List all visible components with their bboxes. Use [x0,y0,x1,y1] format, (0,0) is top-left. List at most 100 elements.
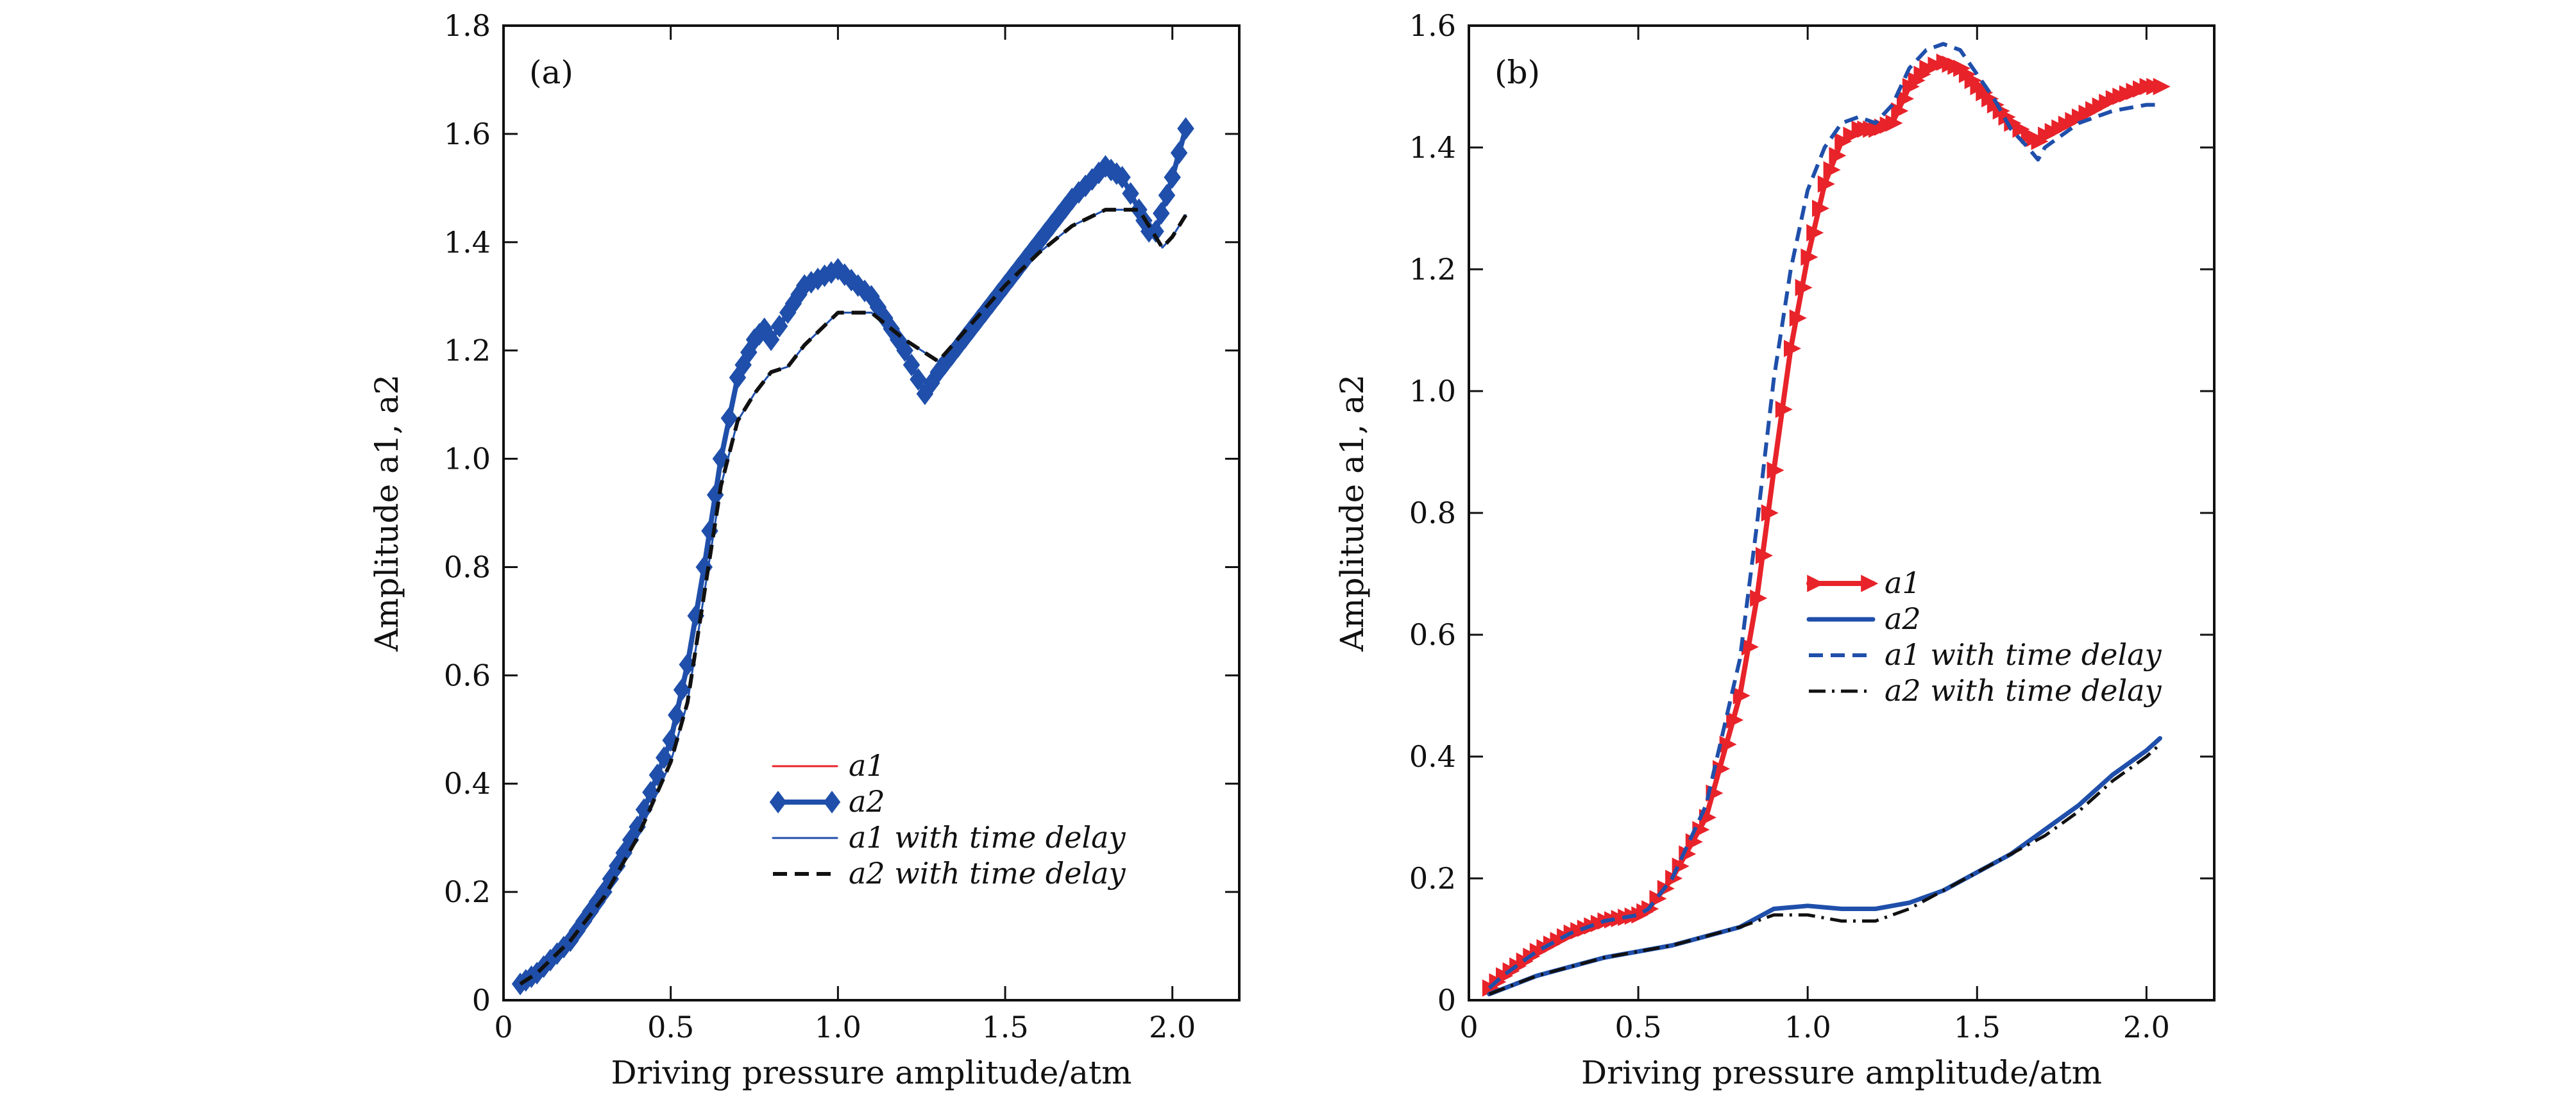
x-tick-label: 2.0 [1149,1010,1196,1044]
legend-label: a1 [849,748,885,783]
data-point-marker [762,328,780,351]
data-point-marker [1811,199,1830,217]
data-point-marker [1750,589,1768,607]
data-point-marker [1829,147,1847,165]
x-tick-label: 1.0 [815,1010,861,1044]
data-point-marker [1885,114,1903,132]
y-tick-label: 0 [1437,983,1456,1018]
data-point-marker [2012,120,2030,138]
data-point-marker [1789,309,1807,327]
data-point-marker [1164,165,1181,189]
data-point-marker [902,353,920,376]
x-tick-label: 1.0 [1784,1010,1831,1044]
y-tick-label: 1.6 [1409,8,1456,43]
legend-marker [1807,574,1825,592]
data-point-marker [1891,102,1909,120]
y-tick-label: 1.4 [444,225,491,260]
y-tick-label: 0.4 [444,766,491,801]
data-point-marker [1806,224,1824,242]
data-point-marker [673,678,691,701]
y-tick-label: 0.8 [1409,496,1456,530]
legend-label: a1 with time delay [1885,637,2162,672]
y-axis-title: Amplitude a1, a2 [368,374,405,652]
legend-label: a1 with time delay [849,820,1126,855]
data-point-marker [1817,175,1835,193]
y-tick-label: 1.4 [1409,130,1456,165]
legend-marker [769,791,787,814]
y-tick-label: 0.8 [444,549,491,584]
y-tick-label: 1.0 [444,442,491,476]
series-line-a1-with-time-delay [1487,42,2160,990]
series-line-a2 [1487,736,2162,996]
legend-marker [1861,574,1879,592]
data-point-marker [1775,400,1793,419]
panel-label: (b) [1495,54,1540,91]
plot-area [1482,42,2171,997]
y-tick-label: 1.2 [1409,252,1456,287]
data-point-marker [1153,202,1170,225]
data-point-marker [1843,126,1861,144]
data-point-marker [720,406,738,430]
plot-area [511,117,1194,996]
series-line-a2-with-time-delay [519,208,1188,986]
data-point-marker [1761,504,1779,522]
x-tick-label: 2.0 [2123,1010,2170,1044]
series-line-a2-with-time-delay [1488,743,2162,996]
legend-label: a2 [849,784,885,819]
data-point-marker [1928,56,1945,74]
y-tick-label: 0.6 [444,658,491,692]
y-tick-label: 1.8 [444,8,491,43]
series-line-a1 [1486,60,2163,991]
data-point-marker [1158,183,1176,207]
x-tick-label: 1.5 [981,1010,1028,1044]
data-point-marker [1897,90,1915,108]
x-tick-label: 0.5 [1615,1010,1662,1044]
data-point-marker [1919,59,1937,78]
data-point-marker [1726,711,1744,729]
data-point-marker [656,746,673,769]
data-point-marker [1801,248,1818,266]
data-point-marker [1795,278,1813,297]
data-point-marker [896,339,913,362]
legend-label: a1 [1885,566,1921,600]
x-tick-label: 0 [1459,1010,1478,1044]
data-point-marker [1767,461,1784,480]
x-axis-title: Driving pressure amplitude/atm [1581,1054,2102,1091]
y-tick-label: 0.2 [1409,861,1456,896]
y-tick-label: 0.6 [1409,617,1456,652]
y-tick-label: 0.4 [1409,739,1456,774]
y-tick-label: 1.6 [444,117,491,151]
data-point-marker [1170,141,1188,165]
data-point-marker [1733,687,1750,705]
data-point-marker [1823,161,1841,179]
x-tick-label: 1.5 [1954,1010,2001,1044]
y-tick-label: 1.0 [1409,374,1456,408]
y-tick-label: 0.2 [444,875,491,909]
panel-b: 0 0.5 1.0 1.5 2.0 0 0.2 0.4 0.6 0.8 1.0 1.2 1.4 1.6 Dr… [1334,8,2216,1091]
legend-label: a2 with time delay [1885,673,2162,708]
x-tick-label: 0 [494,1010,513,1044]
panel-a: 0 0.5 1.0 1.5 2.0 0 0.2 0.4 0.6 0.8 1.0 1.2 1.4 1.6 1.… [368,8,1241,1091]
data-point-marker [668,703,685,726]
data-point-marker [770,314,788,338]
data-point-marker [1114,165,1131,189]
axes-frame [1468,24,2216,1001]
data-point-marker [910,368,927,391]
panel-label: (a) [529,54,573,91]
data-point-marker [1755,546,1773,565]
legend-label: a2 with time delay [849,856,1126,891]
legend-marker [823,791,841,814]
y-tick-label: 0 [472,983,491,1018]
data-point-marker [1177,117,1194,140]
axes-frame [502,24,1241,1001]
x-axis-title: Driving pressure amplitude/atm [611,1054,1132,1091]
data-point-marker [1835,132,1852,151]
y-axis-title: Amplitude a1, a2 [1334,374,1371,652]
data-point-marker [2153,78,2171,96]
data-point-marker [1122,182,1139,205]
y-tick-label: 1.2 [444,333,491,368]
legend-label: a2 [1885,601,1921,636]
